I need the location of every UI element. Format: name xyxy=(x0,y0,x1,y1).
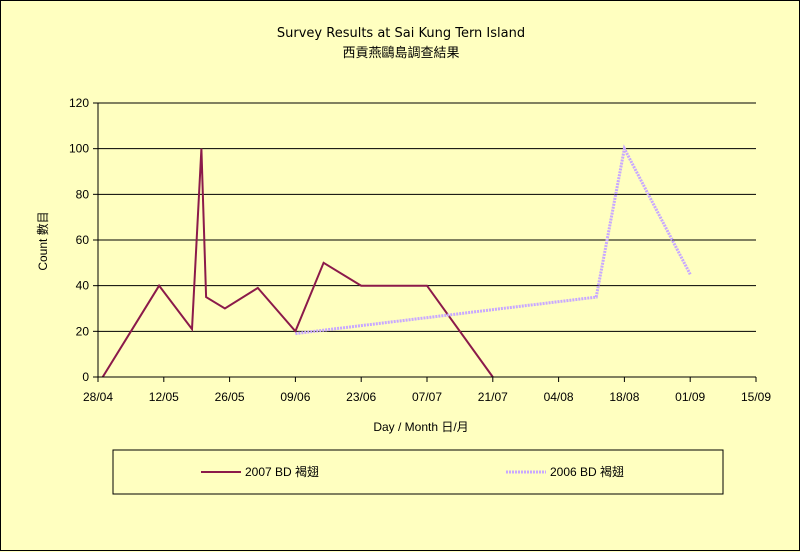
x-tick-label: 15/09 xyxy=(741,390,771,404)
y-ticks: 0 20 40 60 80 100 120 xyxy=(69,96,98,384)
x-tick-label: 01/09 xyxy=(675,390,705,404)
y-tick-label: 120 xyxy=(69,96,89,110)
x-tick-label: 26/05 xyxy=(215,390,245,404)
series-lines xyxy=(101,144,692,378)
x-axis-label: Day / Month 日/月 xyxy=(373,420,468,434)
x-tick-label: 07/07 xyxy=(412,390,442,404)
y-tick-label: 60 xyxy=(76,233,90,247)
x-tick-label: 18/08 xyxy=(609,390,639,404)
x-tick-label: 09/06 xyxy=(280,390,310,404)
series-line-1 xyxy=(295,144,692,336)
series-line-0 xyxy=(101,148,494,378)
y-tick-label: 80 xyxy=(76,187,90,201)
x-tick-label: 04/08 xyxy=(544,390,574,404)
y-tick-label: 0 xyxy=(82,370,89,384)
chart-title: Survey Results at Sai Kung Tern Island xyxy=(277,26,525,41)
y-tick-label: 100 xyxy=(69,142,89,156)
y-tick-label: 20 xyxy=(76,324,90,338)
y-axis-label: Count 數目 xyxy=(36,211,50,270)
x-ticks: 28/04 12/05 26/05 09/06 23/06 07/07 21/07 04/08… xyxy=(83,377,771,404)
legend-label-2007: 2007 BD 褐翅 xyxy=(245,464,319,479)
y-tick-label: 40 xyxy=(76,279,90,293)
x-tick-label: 28/04 xyxy=(83,390,113,404)
chart-subtitle: 西貢燕鷗島調查結果 xyxy=(342,45,459,61)
x-tick-label: 23/06 xyxy=(346,390,376,404)
legend: 2007 BD 褐翅 2006 BD 褐翅 xyxy=(112,449,724,495)
x-tick-label: 12/05 xyxy=(149,390,179,404)
x-tick-label: 21/07 xyxy=(478,390,508,404)
legend-label-2006: 2006 BD 褐翅 xyxy=(550,464,624,479)
